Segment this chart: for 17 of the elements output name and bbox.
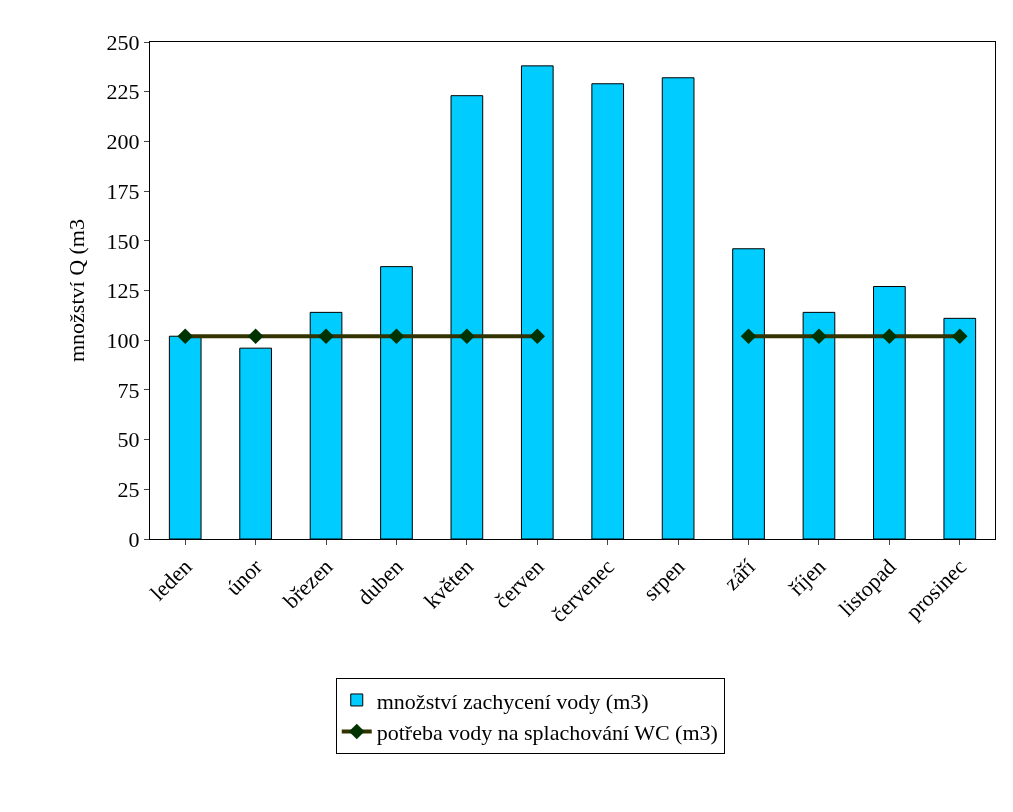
y-tick-label: 25 bbox=[117, 477, 140, 502]
legend-label: množství zachycení vody (m3) bbox=[376, 688, 649, 714]
legend-label: potřeba vody na splachování WC (m3) bbox=[376, 720, 718, 746]
y-tick-label: 175 bbox=[106, 178, 140, 204]
x-tick-label: únor bbox=[220, 553, 268, 601]
y-tick-label: 0 bbox=[128, 526, 140, 552]
y-tick-label: 100 bbox=[106, 327, 140, 353]
y-tick-label: 125 bbox=[106, 278, 140, 304]
x-tick-label: září bbox=[718, 554, 760, 596]
x-tick-label: říjen bbox=[784, 554, 831, 601]
y-tick-label: 50 bbox=[117, 427, 140, 453]
y-tick-label: 75 bbox=[117, 377, 140, 403]
y-tick-label: 150 bbox=[106, 228, 140, 254]
y-tick-label: 250 bbox=[106, 29, 140, 55]
y-tick-label: 225 bbox=[106, 79, 140, 105]
y-axis-title: množství Q (m3 bbox=[64, 219, 90, 362]
y-tick-label: 200 bbox=[106, 129, 140, 155]
